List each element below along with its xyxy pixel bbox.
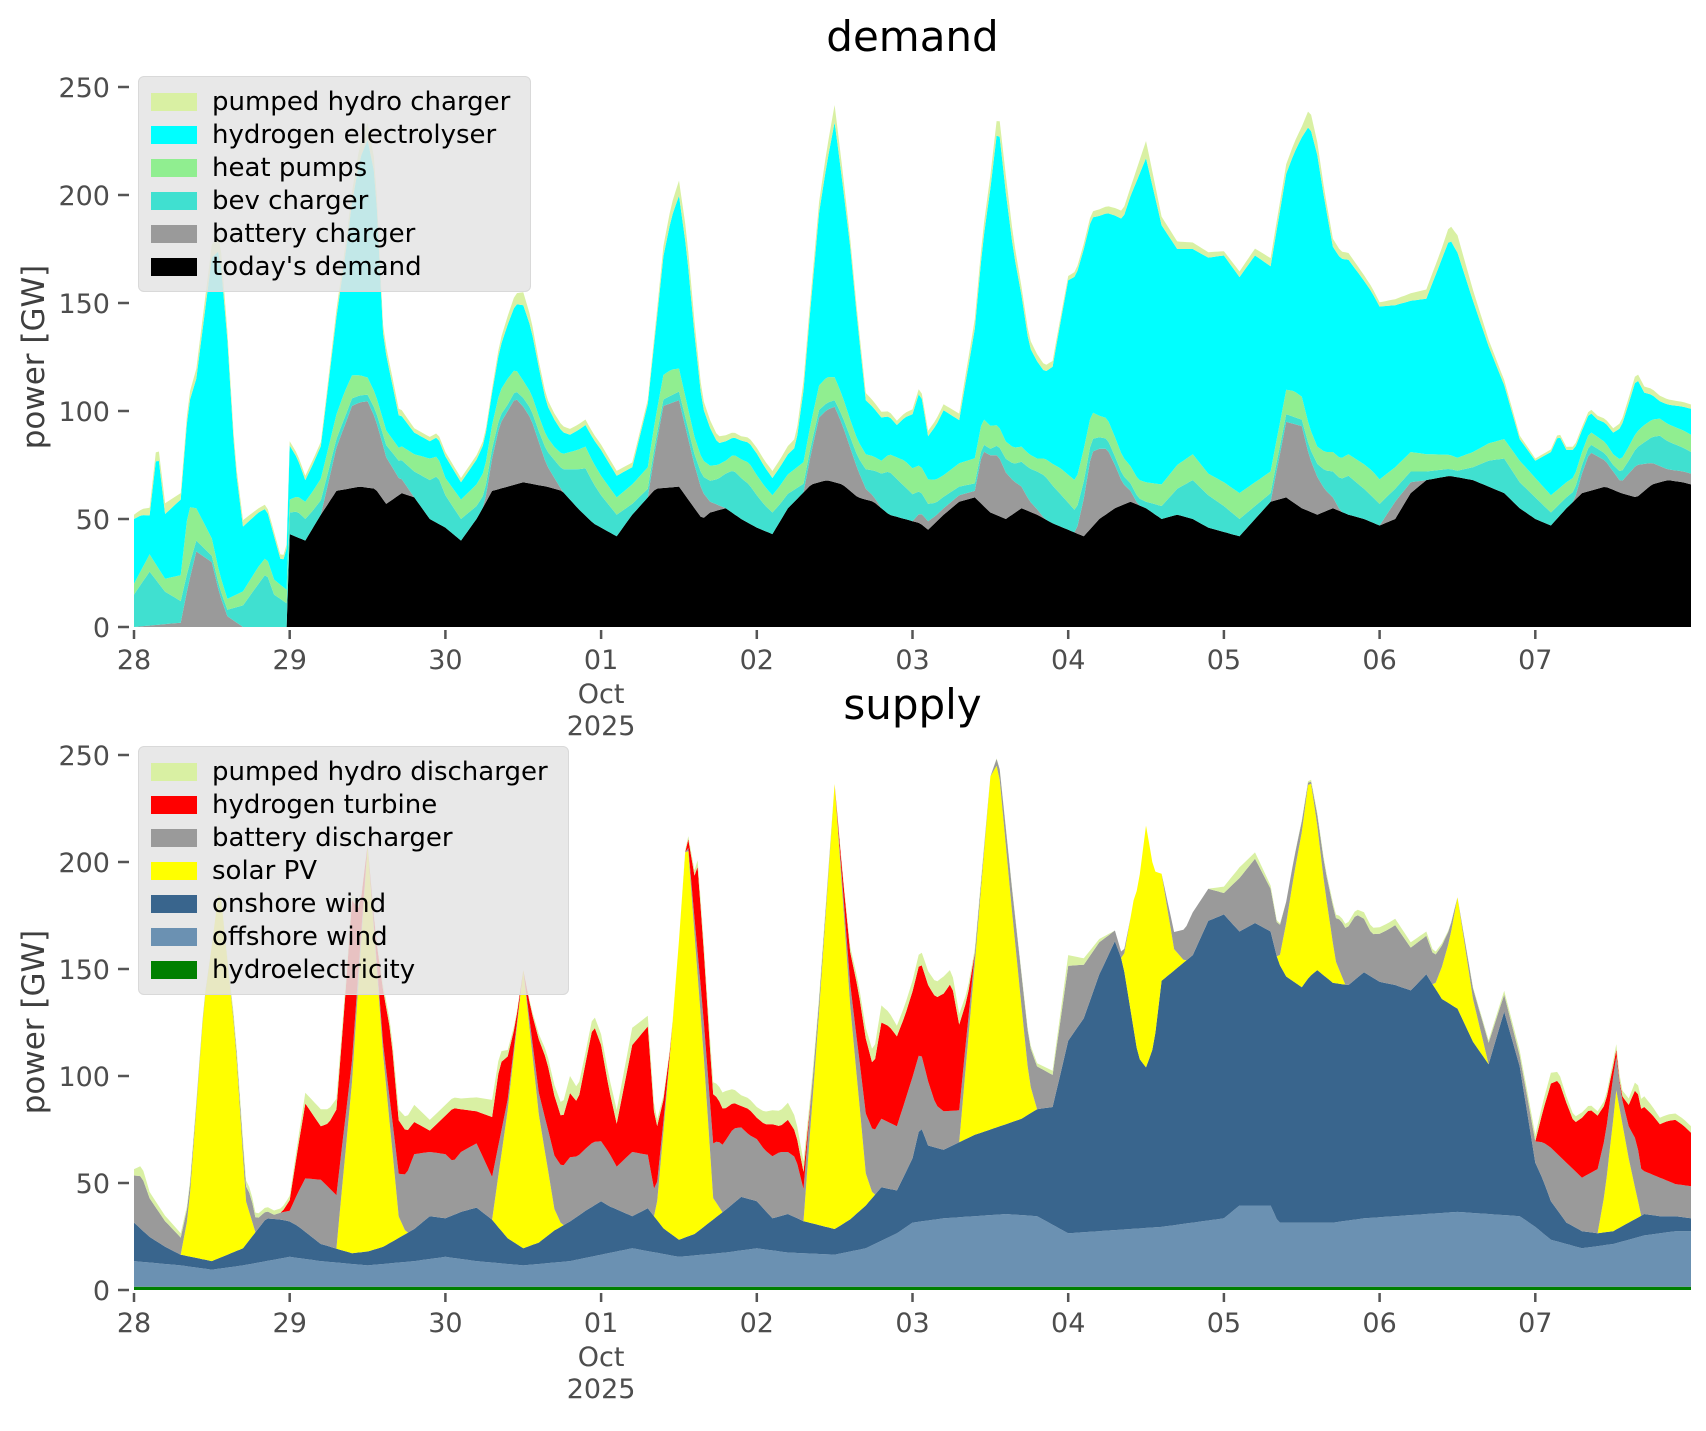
x-tick-label: 28 (117, 1308, 151, 1339)
supply-chart-title: supply (843, 680, 982, 729)
x-tick-label: 05 (1207, 1308, 1241, 1339)
legend-demand: pumped hydro charger hydrogen electrolyse… (138, 76, 532, 292)
legend-label-onshore-wind: onshore wind (212, 888, 387, 919)
legend-item-onshore-wind: onshore wind (151, 888, 548, 919)
legend-item-pumped-hydro-discharger: pumped hydro discharger (151, 756, 548, 787)
legend-item-hydrogen-turbine: hydrogen turbine (151, 789, 548, 820)
legend-item-offshore-wind: offshore wind (151, 921, 548, 952)
area-demand-battery-charger (134, 399, 1691, 627)
legend-label-bev-charger: bev charger (212, 185, 369, 216)
area-demand-today-s-demand (134, 476, 1691, 627)
x-tick-label: 04 (1051, 645, 1085, 676)
y-tick-label: 150 (58, 289, 110, 320)
legend-label-pumped-hydro-charger: pumped hydro charger (212, 86, 511, 117)
x-axis-year-label: 2025 (567, 711, 636, 742)
x-tick-label: 06 (1362, 645, 1396, 676)
x-tick-label: 03 (895, 1308, 929, 1339)
legend-swatch-heat-pumps (151, 158, 197, 177)
y-tick-label: 50 (76, 1169, 110, 1200)
legend-swatch-battery-charger (151, 224, 197, 243)
legend-swatch-battery-discharger (151, 828, 197, 847)
y-tick-label: 250 (58, 73, 110, 104)
x-tick-label: 01 (584, 645, 618, 676)
x-tick-label: 29 (273, 645, 307, 676)
x-tick-label: 04 (1051, 1308, 1085, 1339)
legend-swatch-bev-charger (151, 191, 197, 210)
legend-label-offshore-wind: offshore wind (212, 921, 388, 952)
y-tick-label: 0 (93, 1276, 110, 1307)
legend-item-hydrogen-electrolyser: hydrogen electrolyser (151, 119, 510, 150)
demand-chart-title: demand (826, 12, 999, 61)
legend-item-pumped-hydro-charger: pumped hydro charger (151, 86, 511, 117)
x-tick-label: 02 (740, 1308, 774, 1339)
y-tick-label: 100 (58, 397, 110, 428)
x-tick-label: 07 (1518, 1308, 1552, 1339)
area-supply-hydroelectricity (134, 1286, 1691, 1290)
x-tick-label: 30 (428, 645, 462, 676)
x-tick-label: 30 (428, 1308, 462, 1339)
legend-swatch-solar-pv (151, 861, 197, 880)
legend-swatch-pumped-hydro-discharger (151, 762, 197, 781)
legend-swatch-today-s-demand (151, 257, 197, 276)
y-tick-label: 50 (76, 505, 110, 536)
legend-item-today-s-demand: today's demand (151, 251, 510, 282)
area-supply-offshore-wind (134, 1205, 1691, 1287)
legend-item-battery-discharger: battery discharger (151, 822, 548, 853)
x-axis-year-label: 2025 (567, 1374, 636, 1405)
area-supply-onshore-wind (134, 914, 1691, 1270)
legend-item-solar-pv: solar PV (151, 855, 548, 886)
legend-label-battery-discharger: battery discharger (212, 822, 453, 853)
y-tick-label: 100 (58, 1062, 110, 1093)
legend-label-hydroelectricity: hydroelectricity (212, 954, 416, 985)
y-tick-label: 0 (93, 613, 110, 644)
x-tick-label: 05 (1207, 645, 1241, 676)
legend-label-pumped-hydro-discharger: pumped hydro discharger (212, 756, 548, 787)
area-supply-battery-discharger (134, 758, 1691, 1255)
legend-item-heat-pumps: heat pumps (151, 152, 510, 183)
y-tick-label: 200 (58, 181, 110, 212)
legend-label-today-s-demand: today's demand (212, 251, 422, 282)
legend-swatch-hydrogen-electrolyser (151, 125, 197, 144)
x-axis-month-label: Oct (578, 679, 625, 710)
legend-swatch-onshore-wind (151, 894, 197, 913)
x-tick-label: 29 (273, 1308, 307, 1339)
x-tick-label: 03 (895, 645, 929, 676)
x-axis-month-label: Oct (578, 1342, 625, 1373)
y-tick-label: 150 (58, 955, 110, 986)
legend-item-hydroelectricity: hydroelectricity (151, 954, 548, 985)
x-tick-label: 28 (117, 645, 151, 676)
x-tick-label: 07 (1518, 645, 1552, 676)
x-tick-label: 01 (584, 1308, 618, 1339)
legend-supply: pumped hydro discharger hydrogen turbine b… (138, 746, 569, 995)
area-demand-hydrogen-electrolyser (134, 122, 1691, 599)
legend-swatch-pumped-hydro-charger (151, 92, 197, 111)
area-demand-bev-charger (134, 391, 1691, 627)
area-supply-hydrogen-turbine (134, 758, 1691, 1238)
area-demand-heat-pumps (134, 368, 1691, 610)
legend-swatch-hydrogen-turbine (151, 795, 197, 814)
area-supply-solar-pv (134, 765, 1691, 1262)
legend-swatch-offshore-wind (151, 927, 197, 946)
legend-swatch-hydroelectricity (151, 960, 197, 979)
legend-label-battery-charger: battery charger (212, 218, 416, 249)
legend-label-heat-pumps: heat pumps (212, 152, 368, 183)
legend-label-hydrogen-electrolyser: hydrogen electrolyser (212, 119, 497, 150)
legend-item-battery-charger: battery charger (151, 218, 510, 249)
x-tick-label: 02 (740, 645, 774, 676)
legend-label-solar-pv: solar PV (212, 855, 318, 886)
legend-item-bev-charger: bev charger (151, 185, 510, 216)
x-tick-label: 06 (1362, 1308, 1396, 1339)
y-tick-label: 200 (58, 848, 110, 879)
y-tick-label: 250 (58, 741, 110, 772)
legend-label-hydrogen-turbine: hydrogen turbine (212, 789, 438, 820)
